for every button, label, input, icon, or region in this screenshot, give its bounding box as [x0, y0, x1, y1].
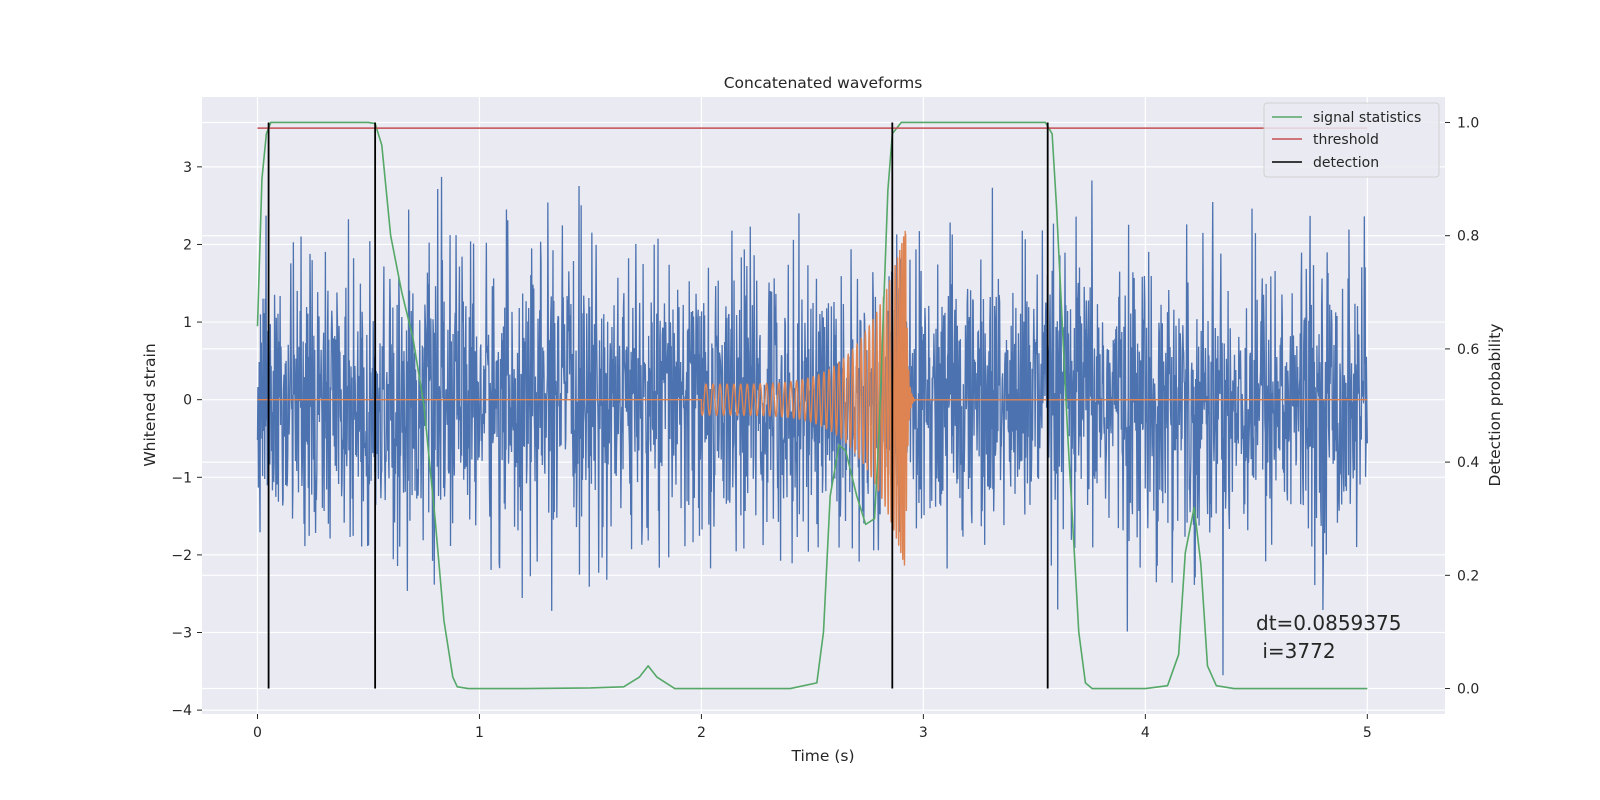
y-tick-label: 3 — [183, 160, 192, 176]
x-tick-label: 5 — [1363, 725, 1372, 741]
detection-series — [267, 122, 1049, 689]
y-tick-label: −3 — [171, 626, 192, 642]
y2-tick-label: 1.0 — [1457, 115, 1479, 131]
legend: signal statistics threshold detection — [1263, 102, 1440, 178]
x-tick-label: 4 — [1141, 725, 1150, 741]
y-tick-label: −1 — [171, 470, 192, 486]
axes: 0 1 2 3 4 5 −4 −3 −2 −1 0 1 2 3 0.0 0.2 0.4 0.6 0.8 1.0 — [171, 115, 1479, 741]
y-tick-label: −4 — [171, 703, 192, 719]
x-tick-label: 2 — [697, 725, 706, 741]
legend-box — [1263, 102, 1440, 178]
y-tick-label: −2 — [171, 548, 192, 564]
x-tick-label: 0 — [253, 725, 262, 741]
y2-tick-label: 0.0 — [1457, 682, 1479, 698]
y-axis-label: Whitened strain — [141, 343, 159, 466]
annotation-i: i=3772 — [1256, 639, 1336, 663]
chart-title: Concatenated waveforms — [724, 74, 923, 92]
y2-tick-label: 0.4 — [1457, 455, 1479, 471]
y-tick-label: 2 — [183, 237, 192, 253]
y2-axis-label: Detection probability — [1486, 324, 1504, 487]
legend-label-statistic: signal statistics — [1313, 110, 1421, 126]
x-tick-label: 3 — [919, 725, 928, 741]
y2-tick-label: 0.8 — [1457, 229, 1479, 245]
statistic-line — [256, 121, 1368, 690]
y2-tick-label: 0.2 — [1457, 568, 1479, 584]
legend-label-threshold: threshold — [1313, 132, 1379, 148]
annotation-dt: dt=0.0859375 — [1256, 611, 1401, 635]
statistic-series — [256, 121, 1368, 690]
legend-label-detection: detection — [1313, 155, 1379, 171]
x-axis-label: Time (s) — [790, 747, 854, 765]
x-tick-label: 1 — [475, 725, 484, 741]
y2-tick-label: 0.6 — [1457, 342, 1479, 358]
y-tick-label: 1 — [183, 315, 192, 331]
y-tick-label: 0 — [183, 393, 192, 409]
